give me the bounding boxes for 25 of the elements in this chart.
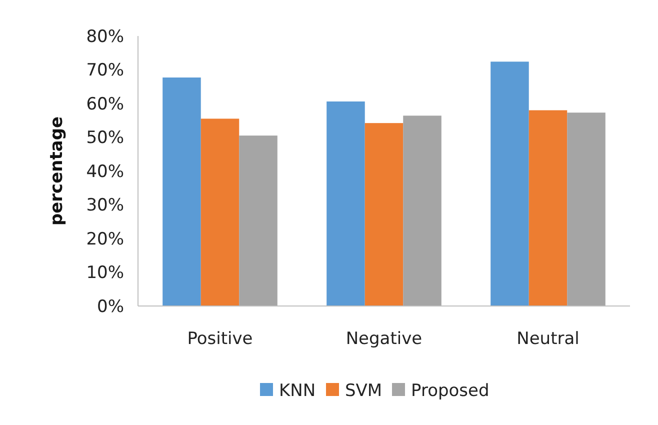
legend-label: SVM bbox=[345, 380, 382, 401]
y-tick-label: 0% bbox=[97, 296, 124, 317]
bar bbox=[200, 118, 240, 306]
bar bbox=[162, 78, 201, 306]
x-tick-label: Positive bbox=[187, 329, 253, 349]
bar bbox=[490, 62, 529, 306]
legend-label: Proposed bbox=[411, 380, 490, 401]
y-axis-title: percentage bbox=[47, 116, 67, 226]
y-tick-label: 10% bbox=[86, 263, 124, 284]
bar bbox=[403, 116, 442, 306]
bar bbox=[239, 136, 278, 306]
bar bbox=[567, 112, 606, 306]
legend-label: KNN bbox=[279, 380, 316, 401]
x-tick-label: Neutral bbox=[516, 329, 580, 349]
bar bbox=[528, 110, 568, 306]
y-tick-label: 80% bbox=[86, 26, 124, 47]
y-tick-label: 20% bbox=[86, 229, 124, 250]
y-tick-label: 30% bbox=[86, 196, 124, 216]
bar bbox=[326, 101, 365, 306]
y-tick-label: 70% bbox=[86, 60, 124, 81]
y-tick-label: 50% bbox=[86, 128, 124, 148]
x-tick-label: Negative bbox=[346, 329, 422, 349]
bar bbox=[364, 123, 404, 306]
y-tick-label: 40% bbox=[86, 162, 124, 182]
y-tick-label: 60% bbox=[86, 94, 124, 114]
